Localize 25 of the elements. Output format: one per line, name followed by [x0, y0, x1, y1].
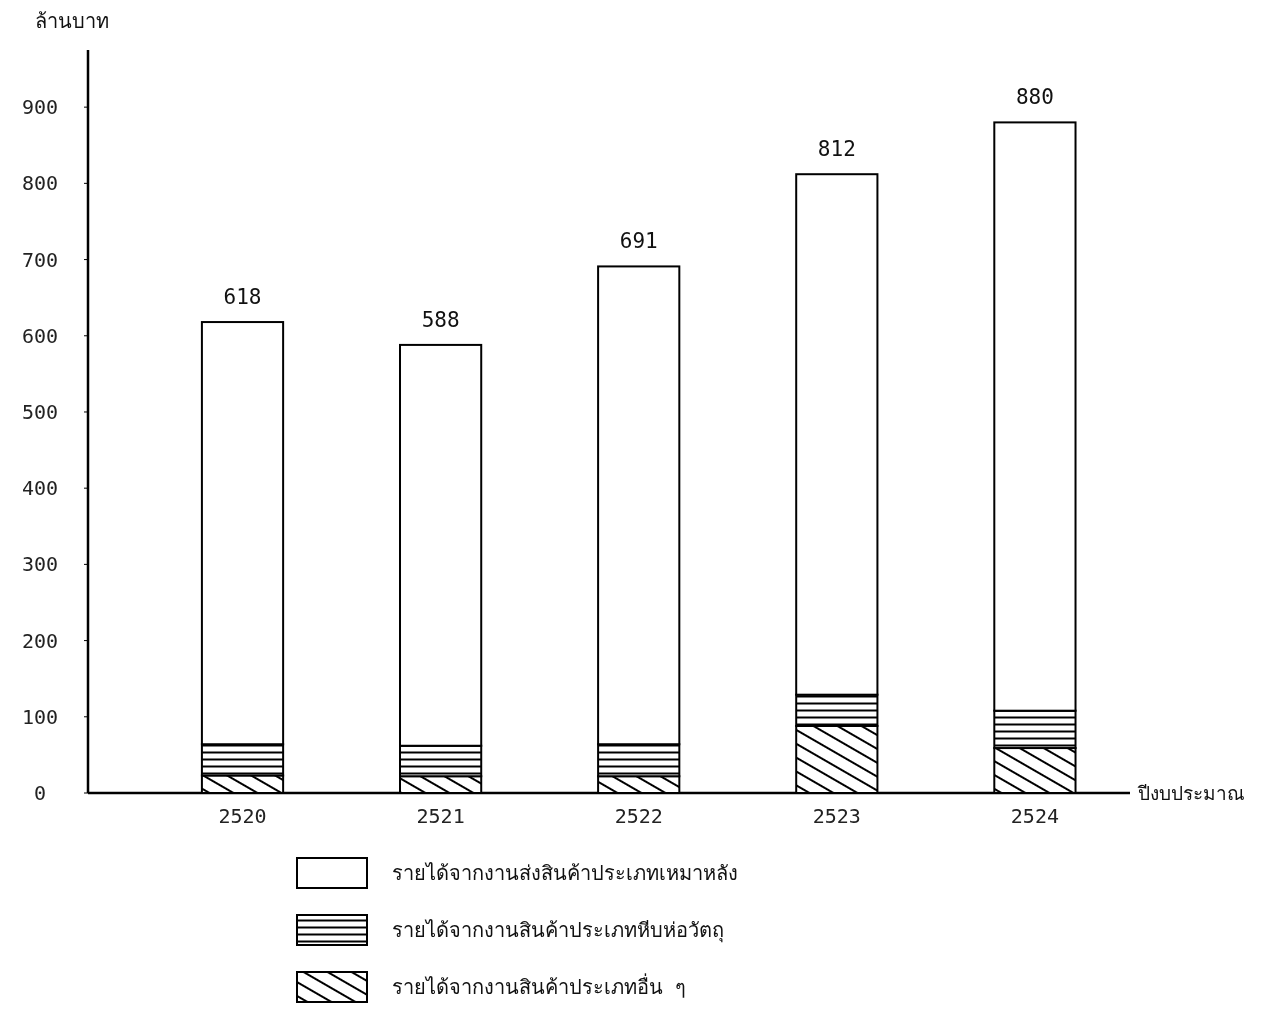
x-tick-label: 2522 [614, 804, 663, 828]
y-tick-label: 200 [21, 628, 59, 653]
total-label: 618 [223, 285, 262, 310]
x-tick-label: 2520 [218, 804, 267, 828]
legend-label: รายได้จากงานสินค้าประเภทหีบห่อวัตถุ [392, 918, 724, 943]
legend-label: รายได้จากงานส่งสินค้าประเภทเหมาหลัง [392, 861, 738, 885]
total-label: 588 [421, 307, 460, 332]
y-tick-label: 300 [21, 552, 59, 577]
x-tick-label: 2523 [812, 804, 861, 828]
y-tick-label: 400 [21, 476, 59, 501]
total-label: 812 [817, 137, 856, 162]
total-label: 880 [1015, 85, 1054, 110]
y-tick-label: 0 [33, 781, 47, 805]
total-label: 691 [619, 229, 658, 254]
y-tick-label: 600 [21, 323, 59, 348]
x-tick-label: 2524 [1010, 804, 1059, 828]
y-tick-label: 800 [21, 171, 59, 196]
y-tick-label: 700 [21, 247, 59, 272]
y-tick-label: 900 [21, 95, 59, 120]
legend-label: รายได้จากงานสินค้าประเภทอื่น ๆ [392, 973, 687, 999]
y-axis-title: ล้านบาท [35, 9, 109, 33]
y-tick-label: 100 [21, 704, 59, 729]
x-tick-label: 2521 [416, 804, 465, 828]
y-tick-label: 500 [21, 399, 59, 424]
x-axis-title: ปีงบประมาณ [1137, 782, 1245, 804]
